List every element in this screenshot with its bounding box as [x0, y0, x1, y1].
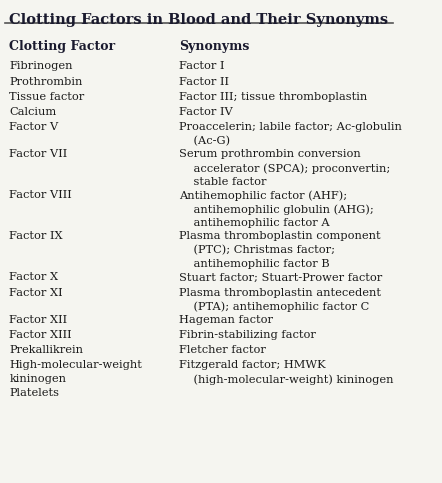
- Text: Fibrin-stabilizing factor: Fibrin-stabilizing factor: [179, 330, 316, 340]
- Text: Factor IX: Factor IX: [9, 231, 63, 242]
- Text: antihemophilic factor B: antihemophilic factor B: [179, 259, 330, 269]
- Text: Factor XIII: Factor XIII: [9, 330, 72, 340]
- Text: (high-molecular-weight) kininogen: (high-molecular-weight) kininogen: [179, 374, 394, 384]
- Text: (Ac-G): (Ac-G): [179, 136, 231, 146]
- Text: Factor III; tissue thromboplastin: Factor III; tissue thromboplastin: [179, 92, 368, 101]
- Text: High-molecular-weight: High-molecular-weight: [9, 360, 142, 370]
- Text: Factor XII: Factor XII: [9, 315, 68, 325]
- Text: Factor XI: Factor XI: [9, 287, 63, 298]
- Text: Factor II: Factor II: [179, 76, 229, 86]
- Text: Factor IV: Factor IV: [179, 107, 233, 117]
- Text: Prothrombin: Prothrombin: [9, 76, 83, 86]
- Text: Stuart factor; Stuart-Prower factor: Stuart factor; Stuart-Prower factor: [179, 272, 383, 283]
- Text: kininogen: kininogen: [9, 374, 66, 384]
- Text: Tissue factor: Tissue factor: [9, 92, 84, 101]
- Text: antihemophilic globulin (AHG);: antihemophilic globulin (AHG);: [179, 204, 374, 214]
- Text: stable factor: stable factor: [179, 177, 267, 186]
- Text: Fibrinogen: Fibrinogen: [9, 61, 73, 71]
- Text: Antihemophilic factor (AHF);: Antihemophilic factor (AHF);: [179, 190, 347, 201]
- Text: Plasma thromboplastin component: Plasma thromboplastin component: [179, 231, 381, 242]
- Text: Prekallikrein: Prekallikrein: [9, 345, 83, 355]
- Text: Serum prothrombin conversion: Serum prothrombin conversion: [179, 149, 361, 159]
- Text: Factor I: Factor I: [179, 61, 225, 71]
- Text: Plasma thromboplastin antecedent: Plasma thromboplastin antecedent: [179, 287, 381, 298]
- Text: (PTA); antihemophilic factor C: (PTA); antihemophilic factor C: [179, 301, 370, 312]
- Text: antihemophilic factor A: antihemophilic factor A: [179, 218, 330, 227]
- Text: Factor V: Factor V: [9, 122, 58, 132]
- Text: Fletcher factor: Fletcher factor: [179, 345, 267, 355]
- Text: Hageman factor: Hageman factor: [179, 315, 274, 325]
- Text: accelerator (SPCA); proconvertin;: accelerator (SPCA); proconvertin;: [179, 163, 391, 173]
- Text: (PTC); Christmas factor;: (PTC); Christmas factor;: [179, 245, 335, 256]
- Text: Synonyms: Synonyms: [179, 40, 250, 53]
- Text: Factor VIII: Factor VIII: [9, 190, 72, 200]
- Text: Calcium: Calcium: [9, 107, 57, 117]
- Text: Proaccelerin; labile factor; Ac-globulin: Proaccelerin; labile factor; Ac-globulin: [179, 122, 402, 132]
- Text: Fitzgerald factor; HMWK: Fitzgerald factor; HMWK: [179, 360, 326, 370]
- Text: Factor X: Factor X: [9, 272, 58, 283]
- Text: Factor VII: Factor VII: [9, 149, 68, 159]
- Text: Clotting Factor: Clotting Factor: [9, 40, 115, 53]
- Text: Platelets: Platelets: [9, 388, 59, 398]
- Text: Clotting Factors in Blood and Their Synonyms: Clotting Factors in Blood and Their Syno…: [9, 14, 389, 28]
